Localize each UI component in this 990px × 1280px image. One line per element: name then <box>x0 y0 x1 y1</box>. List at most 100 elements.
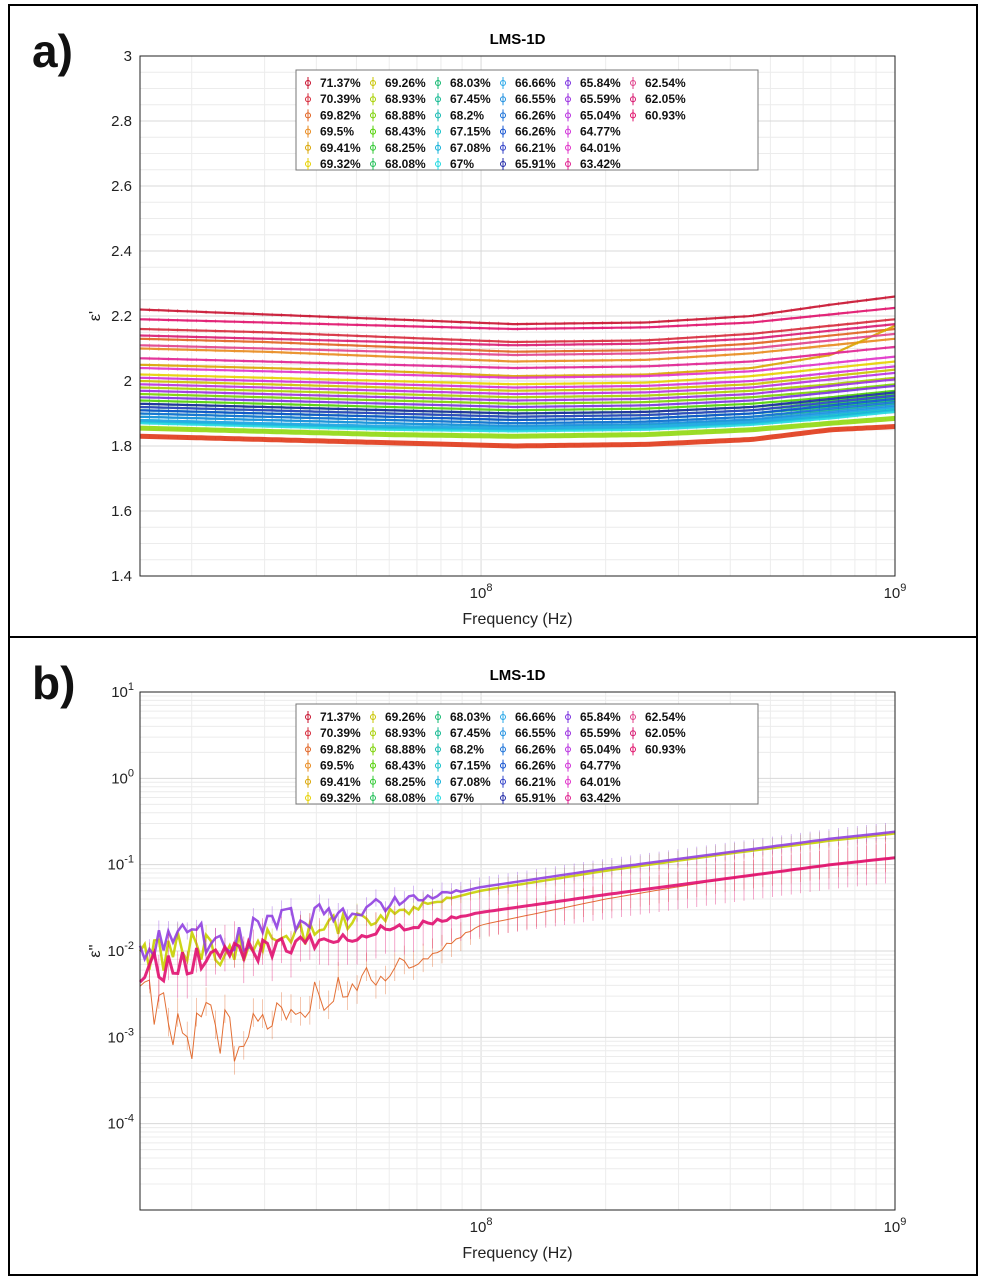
series-31 <box>139 322 896 348</box>
x-tick-label: 108 <box>470 1216 493 1236</box>
axes-frame <box>139 55 896 577</box>
legend-label: 68.08% <box>385 791 426 805</box>
series-line <box>139 401 896 425</box>
x-tick-label: 109 <box>884 582 907 602</box>
series-25 <box>139 377 896 403</box>
chart-a: LMS-1D 108 109 1.4 1.6 1.8 2 2.2 2.4 2.6 2.8 3 Frequ… <box>87 31 907 628</box>
legend-label: 62.05% <box>645 726 686 740</box>
y-tick-label: 1.6 <box>111 503 132 520</box>
legend-label: 68.43% <box>385 759 426 773</box>
legend-label: 71.37% <box>320 76 361 90</box>
legend-label: 66.66% <box>515 76 556 90</box>
series-line <box>139 337 896 363</box>
legend-label: 65.59% <box>580 92 621 106</box>
series-line <box>139 404 896 427</box>
legend-marker <box>305 730 311 737</box>
legend-label: 65.84% <box>580 710 621 724</box>
legend-label: 62.54% <box>645 710 686 724</box>
legend-label: 68.2% <box>450 742 484 756</box>
legend-marker <box>435 112 441 119</box>
series-line <box>139 368 896 392</box>
legend-marker <box>435 80 441 86</box>
series-24 <box>139 383 896 409</box>
legend-label: 66.21% <box>515 775 556 789</box>
legend-label: 64.01% <box>580 775 621 789</box>
legend-label: 69.26% <box>385 76 426 90</box>
legend-marker <box>435 96 441 103</box>
legend-label: 62.05% <box>645 92 686 106</box>
legend-label: 69.5% <box>320 759 354 773</box>
series-line <box>139 327 896 353</box>
legend-marker <box>305 128 311 135</box>
series-line <box>139 332 896 357</box>
legend-marker <box>565 128 571 135</box>
legend-marker <box>435 778 441 785</box>
series-line <box>139 376 896 399</box>
y-tick-label: 2.2 <box>111 308 132 325</box>
y-axis-label: ε' <box>87 311 104 321</box>
panel-a: a) LMS-1D 108 109 1.4 1.6 1.8 2 2.2 2.4 2.6 2.8 3 Fr… <box>8 4 978 638</box>
y-tick-label: 10-2 <box>108 940 134 960</box>
legend-label: 70.39% <box>320 92 361 106</box>
legend-label: 67.15% <box>450 125 491 139</box>
legend-marker <box>435 128 441 135</box>
legend-marker <box>370 746 376 753</box>
legend-marker <box>305 746 311 753</box>
legend-label: 65.04% <box>580 742 621 756</box>
legend-label: 68.08% <box>385 157 426 171</box>
legend-marker <box>565 80 571 86</box>
legend-marker <box>630 714 636 720</box>
chart-title-b: LMS-1D <box>490 667 546 684</box>
legend-label: 69.32% <box>320 791 361 805</box>
legend-label: 64.77% <box>580 759 621 773</box>
legend-marker <box>565 96 571 103</box>
y-tick-label: 2 <box>124 373 132 390</box>
legend-label: 68.25% <box>385 775 426 789</box>
x-tick-label: 109 <box>884 1216 907 1236</box>
legend-marker <box>500 762 506 769</box>
legend-label: 69.82% <box>320 742 361 756</box>
legend-marker <box>500 112 506 119</box>
legend-marker <box>305 112 311 119</box>
series-band-green <box>139 415 896 439</box>
x-axis-label: Frequency (Hz) <box>462 1245 572 1262</box>
series-line <box>139 410 896 433</box>
legend-label: 69.41% <box>320 775 361 789</box>
plot-area-b <box>138 691 896 1211</box>
y-tick-label: 2.6 <box>111 178 132 195</box>
legend-marker <box>500 144 506 151</box>
legend-label: 71.37% <box>320 710 361 724</box>
legend-label: 62.54% <box>645 76 686 90</box>
panel-b: b) LMS-1D 108 109 10-4 10-3 10-2 10-1 100 101 Fre… <box>8 636 978 1276</box>
legend-label: 68.25% <box>385 141 426 155</box>
series-line <box>139 389 896 412</box>
legend-marker <box>370 778 376 785</box>
legend-label: 66.26% <box>515 759 556 773</box>
legend-marker <box>630 112 636 119</box>
panel-label-b: b) <box>32 657 76 709</box>
series-line <box>139 371 896 396</box>
series-line <box>139 365 896 389</box>
series-line <box>139 345 896 370</box>
series-26 <box>139 370 896 396</box>
legend-label: 65.91% <box>515 157 556 171</box>
y-tick-label: 2.8 <box>111 113 132 130</box>
series-line <box>138 830 896 963</box>
legend-label: 65.59% <box>580 726 621 740</box>
legend-marker <box>370 795 376 801</box>
legend-a: 71.37% 70.39% 69.82% 69.5% 69.41% 69.32% 69.26… <box>295 69 759 171</box>
legend-marker <box>565 762 571 769</box>
legend-label: 68.88% <box>385 108 426 122</box>
legend-marker <box>435 795 441 801</box>
legend-marker <box>500 714 506 720</box>
legend-marker <box>305 96 311 103</box>
legend-label: 67% <box>450 157 474 171</box>
legend-label: 68.03% <box>450 76 491 90</box>
series-line <box>139 405 896 430</box>
legend-marker <box>500 80 506 86</box>
y-tick-label: 100 <box>111 767 134 787</box>
legend-marker <box>565 112 571 119</box>
legend-label: 68.2% <box>450 108 484 122</box>
legend-label: 69.32% <box>320 157 361 171</box>
legend-marker <box>370 80 376 86</box>
